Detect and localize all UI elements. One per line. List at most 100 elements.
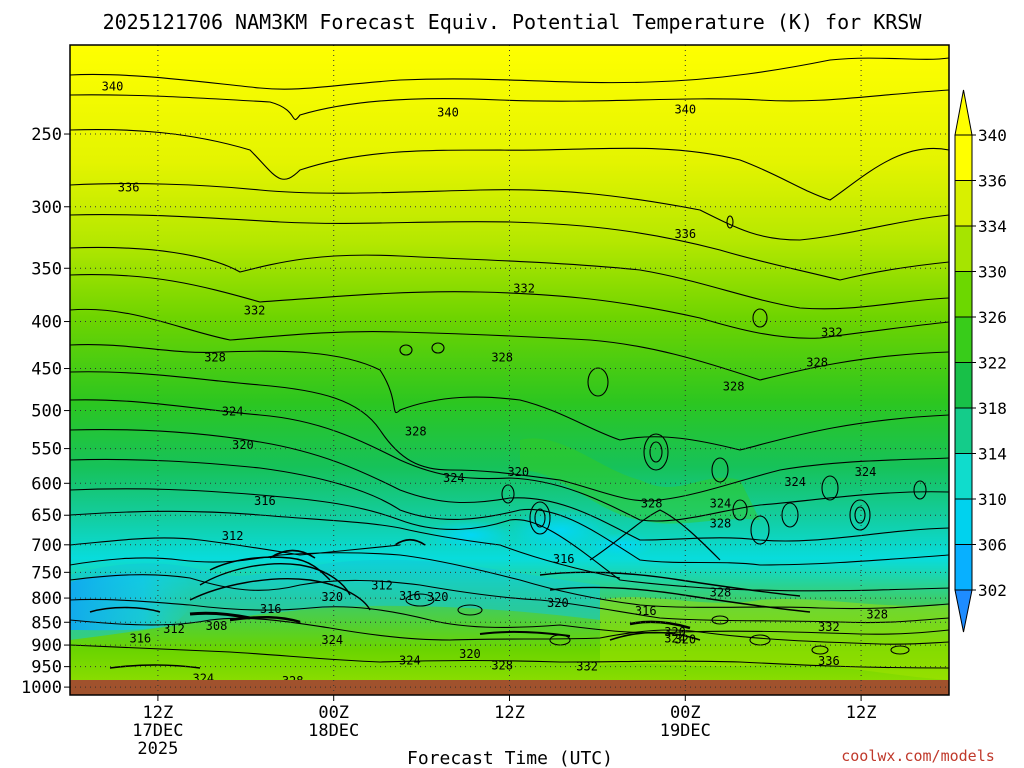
contour-label-22: 324 <box>784 475 806 489</box>
contour-label-46: 332 <box>576 660 598 674</box>
credit-link[interactable]: coolwx.com/models <box>841 747 995 765</box>
contour-label-35: 316 <box>254 494 276 508</box>
gridlines <box>70 45 949 695</box>
contour-label-42: 312 <box>371 578 393 592</box>
contour-label-40: 316 <box>129 631 151 645</box>
colorbar-label-10: 302 <box>978 581 1007 600</box>
colorbar-label-3: 330 <box>978 263 1007 282</box>
contour-label-10: 328 <box>723 380 745 394</box>
contour-label-13: 328 <box>641 496 663 510</box>
colorbar-min-arrow <box>954 589 973 633</box>
colorbar-label-5: 322 <box>978 354 1007 373</box>
colorbar-label-7: 314 <box>978 445 1007 464</box>
x-tick-label-3-1: 19DEC <box>660 721 711 741</box>
x-tick-label-0-1: 17DEC <box>132 721 183 741</box>
y-tick-label-300: 300 <box>31 198 62 218</box>
x-tick-label-3-0: 00Z <box>670 703 701 723</box>
colorbar-label-1: 336 <box>978 172 1007 191</box>
contour-label-14: 328 <box>710 517 732 531</box>
contour-label-21: 324 <box>710 496 732 510</box>
colorbar-label-9: 306 <box>978 536 1007 555</box>
plot-area: 340 340 340 336 336 332 332 332 328 328 328 328 328 3… <box>70 45 949 695</box>
contour-label-19: 324 <box>222 404 244 418</box>
contour-label-30: 320 <box>321 590 343 604</box>
x-tick-label-1-0: 00Z <box>318 703 349 723</box>
contour-lines <box>70 57 949 669</box>
contour-label-24: 324 <box>321 633 343 647</box>
contour-label-25: 324 <box>399 654 421 668</box>
contour-label-9: 328 <box>491 351 513 365</box>
colorbar-swatch-4 <box>954 316 973 363</box>
y-tick-label-550: 550 <box>31 440 62 460</box>
low-level-warm-band <box>600 597 949 680</box>
contour-label-6: 332 <box>513 281 535 295</box>
colorbar-swatch-1 <box>954 180 973 227</box>
y-tick-label-950: 950 <box>31 658 62 678</box>
y-tick-label-750: 750 <box>31 563 62 583</box>
colorbar: 340 336 334 330 326 322 318 314 310 306 302 <box>954 89 1007 633</box>
x-tick-label-0-2: 2025 <box>137 739 178 759</box>
colorbar-swatch-8 <box>954 498 973 545</box>
colorbar-swatch-6 <box>954 407 973 454</box>
contour-label-34: 320 <box>664 625 686 639</box>
cold-pool-region <box>70 573 193 631</box>
y-tick-label-700: 700 <box>31 536 62 556</box>
colorbar-swatch-0 <box>954 134 973 181</box>
mid-level-moist-plume <box>520 438 760 524</box>
y-tick-label-500: 500 <box>31 402 62 422</box>
contour-labels: 340 340 340 336 336 332 332 332 328 328 328 328 328 3… <box>102 80 888 688</box>
contour-label-38: 316 <box>399 589 421 603</box>
contour-label-2: 340 <box>674 102 696 116</box>
contour-label-43: 312 <box>163 622 185 636</box>
contour-label-11: 328 <box>806 355 828 369</box>
contour-label-39: 316 <box>635 604 657 618</box>
y-tick-label-400: 400 <box>31 313 62 333</box>
contour-label-37: 316 <box>260 602 282 616</box>
y-tick-label-1000: 1000 <box>21 678 62 698</box>
y-tick-label-250: 250 <box>31 125 62 145</box>
y-axis: 250 300 350 400 450 500 550 600 650 700 750 800 850 9… <box>21 125 70 698</box>
x-tick-label-2-0: 12Z <box>494 703 525 723</box>
contour-label-45: 332 <box>818 620 840 634</box>
contour-label-4: 336 <box>674 227 696 241</box>
x-tick-label-0-0: 12Z <box>143 703 174 723</box>
contour-label-12: 328 <box>405 425 427 439</box>
contour-label-29: 320 <box>507 465 529 479</box>
contour-label-33: 320 <box>459 647 481 661</box>
contour-label-32: 320 <box>547 596 569 610</box>
colorbar-swatch-9 <box>954 544 973 591</box>
colorbar-label-6: 318 <box>978 399 1007 418</box>
x-tick-label-4-0: 12Z <box>846 703 877 723</box>
colorbar-swatch-7 <box>954 453 973 500</box>
contour-label-23: 324 <box>855 465 877 479</box>
contour-label-44: 308 <box>206 619 228 633</box>
colorbar-label-4: 326 <box>978 308 1007 327</box>
contour-label-3: 336 <box>118 181 140 195</box>
chart-title: 2025121706 NAM3KM Forecast Equiv. Potent… <box>103 10 923 34</box>
contour-label-5: 332 <box>244 303 266 317</box>
y-tick-label-800: 800 <box>31 589 62 609</box>
colorbar-swatch-5 <box>954 362 973 409</box>
x-tick-label-1-1: 18DEC <box>308 721 359 741</box>
y-tick-label-450: 450 <box>31 360 62 380</box>
colorbar-label-2: 334 <box>978 217 1007 236</box>
x-axis-title: Forecast Time (UTC) <box>407 748 613 768</box>
y-tick-label-900: 900 <box>31 636 62 656</box>
colorbar-max-arrow <box>954 89 973 136</box>
contour-label-16: 328 <box>866 608 888 622</box>
contour-label-28: 320 <box>232 438 254 452</box>
colorbar-label-8: 310 <box>978 490 1007 509</box>
colorbar-swatch-3 <box>954 271 973 318</box>
y-tick-label-650: 650 <box>31 506 62 526</box>
contour-label-15: 328 <box>710 586 732 600</box>
contour-label-41: 312 <box>222 529 244 543</box>
contour-label-31: 320 <box>427 590 449 604</box>
contour-label-0: 340 <box>102 80 124 94</box>
contour-label-48: 320 <box>674 632 696 646</box>
contour-label-7: 332 <box>821 325 843 339</box>
cyan-cell-b <box>425 520 515 550</box>
colorbar-swatch-2 <box>954 225 973 272</box>
contour-label-18: 328 <box>491 658 513 672</box>
y-tick-label-600: 600 <box>31 474 62 494</box>
